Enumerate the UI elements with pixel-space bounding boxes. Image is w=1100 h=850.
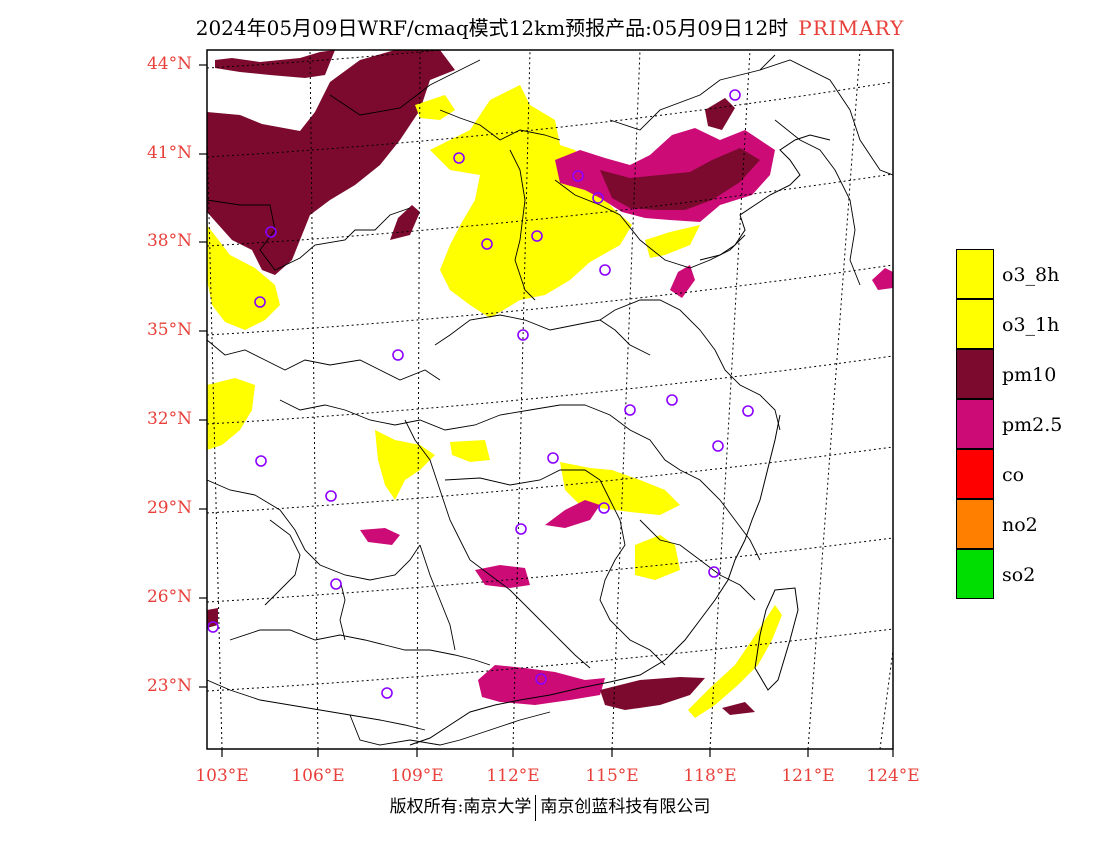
lat-label-35n: 35°N — [146, 320, 192, 340]
station-marker — [207, 621, 219, 633]
station-marker — [598, 502, 610, 514]
legend-label: o3_1h — [1002, 314, 1060, 336]
copyright-right: 南京创蓝科技有限公司 — [540, 797, 711, 817]
pm25-region-guizhou — [360, 528, 400, 545]
legend-label: pm10 — [1002, 364, 1057, 386]
legend-label: pm2.5 — [1002, 414, 1063, 436]
legend-swatch — [956, 299, 994, 349]
lon-label-103e: 103°E — [195, 766, 249, 786]
taiwan-outline — [754, 587, 799, 691]
o3-region-taiwan-strait — [688, 605, 782, 718]
longitude-gridlines — [207, 50, 893, 749]
o3-region-sichuan — [207, 378, 255, 450]
o3-region-west — [207, 225, 280, 330]
station-marker — [325, 490, 337, 502]
lat-label-44n: 44°N — [146, 54, 192, 74]
legend-swatch — [956, 499, 994, 549]
copyright-footer: 版权所有:南京大学 南京创蓝科技有限公司 — [0, 792, 1100, 821]
o3-region-hubei-east — [450, 440, 490, 462]
pm10-region-coast — [722, 702, 755, 715]
lat-label-29n: 29°N — [146, 498, 192, 518]
pm10-region-guangdong — [600, 677, 705, 710]
legend-swatch — [956, 549, 994, 599]
o3-region-hubei — [375, 430, 435, 500]
lat-label-38n: 38°N — [146, 231, 192, 251]
o3-region-shandong — [645, 225, 700, 258]
station-marker — [265, 226, 277, 238]
station-marker — [729, 89, 741, 101]
legend-swatch — [956, 349, 994, 399]
legend-swatch — [956, 249, 994, 299]
station-marker — [453, 152, 465, 164]
legend-label: no2 — [1002, 514, 1038, 536]
lon-label-112e: 112°E — [486, 766, 540, 786]
station-marker — [392, 349, 404, 361]
map-content — [207, 50, 893, 749]
title-text: 2024年05月09日WRF/cmaq模式12km预报产品:05月09日12时 — [195, 16, 789, 40]
copyright-left: 版权所有:南京大学 — [389, 797, 532, 817]
coastline — [409, 134, 831, 746]
station-marker — [254, 296, 266, 308]
pm10-region-beijing — [600, 148, 760, 210]
pm25-region-shandong — [670, 265, 695, 298]
station-marker — [330, 578, 342, 590]
lon-label-109e: 109°E — [390, 766, 444, 786]
lon-label-121e: 121°E — [781, 766, 835, 786]
pm10-region-strip — [390, 205, 420, 240]
map-frame — [206, 49, 894, 750]
station-marker — [547, 452, 559, 464]
lat-label-23n: 23°N — [146, 676, 192, 696]
station-marker — [742, 405, 754, 417]
station-marker — [381, 687, 393, 699]
pm25-region-hunan — [475, 565, 530, 588]
o3-region-fujian — [635, 535, 680, 580]
legend-swatch — [956, 449, 994, 499]
title-primary-tag: PRIMARY — [798, 16, 905, 40]
pm10-region-top — [215, 50, 335, 78]
lat-label-41n: 41°N — [146, 143, 192, 163]
legend-swatch — [956, 399, 994, 449]
legend-label: co — [1002, 464, 1025, 486]
station-marker — [624, 404, 636, 416]
lon-label-106e: 106°E — [291, 766, 345, 786]
station-marker — [599, 264, 611, 276]
lat-label-26n: 26°N — [146, 587, 192, 607]
latitude-gridlines — [207, 50, 893, 692]
longitude-ticks — [221, 749, 894, 757]
station-marker — [515, 523, 527, 535]
pm25-region-korea — [872, 268, 893, 290]
station-marker — [712, 440, 724, 452]
pm10-region-liaoning — [705, 98, 735, 130]
latitude-ticks — [199, 64, 207, 688]
station-marker — [481, 238, 493, 250]
legend-label: so2 — [1002, 564, 1036, 586]
pm25-region-guangdong — [478, 665, 605, 705]
map-title: 2024年05月09日WRF/cmaq模式12km预报产品:05月09日12时 P… — [0, 12, 1100, 41]
lat-label-32n: 32°N — [146, 409, 192, 429]
lon-label-124e: 124°E — [866, 766, 920, 786]
station-marker — [572, 170, 584, 182]
o3-region-northeast-strip — [415, 95, 455, 120]
station-marker — [708, 566, 720, 578]
pm10-region-northwest — [207, 50, 455, 275]
legend-label: o3_8h — [1002, 264, 1060, 286]
o3-region-north-china — [430, 85, 632, 318]
lon-label-115e: 115°E — [585, 766, 639, 786]
copyright-divider — [535, 794, 537, 821]
pm25-region-jiangxi — [545, 500, 600, 528]
station-marker — [666, 394, 678, 406]
station-marker — [517, 329, 529, 341]
lon-label-118e: 118°E — [683, 766, 737, 786]
station-marker — [255, 455, 267, 467]
station-marker — [535, 673, 547, 685]
station-markers — [207, 89, 754, 699]
station-marker — [531, 230, 543, 242]
station-marker — [592, 192, 604, 204]
